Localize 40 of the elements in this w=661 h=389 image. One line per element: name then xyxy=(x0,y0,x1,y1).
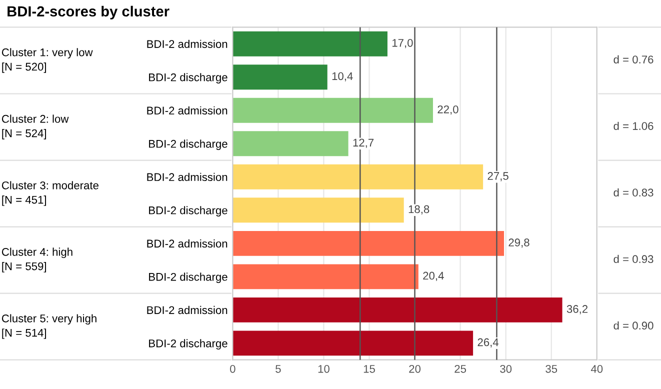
y-tick-label: BDI-2 discharge xyxy=(149,339,228,350)
text: d = 1.06 xyxy=(614,122,654,130)
y-tick-label: BDI-2 discharge xyxy=(149,140,228,150)
x-tick-label: 5 xyxy=(276,365,281,373)
y-tick-label: BDI-2 discharge xyxy=(149,272,228,284)
y-tick-label: BDI-2 discharge xyxy=(149,73,228,84)
y-tick-label: BDI-2 admission xyxy=(147,306,228,314)
data-label: 17,0 xyxy=(392,38,413,48)
data-label: 10,4 xyxy=(332,72,353,82)
text: Cluster 4: high [N = 559] xyxy=(2,248,72,272)
data-label: 29,8 xyxy=(508,238,530,248)
text: d = 0.93 xyxy=(614,254,654,264)
x-tick-label: 35 xyxy=(546,364,558,373)
y-tick-label: BDI-2 discharge xyxy=(149,206,228,216)
x-tick-label: 25 xyxy=(454,364,466,373)
x-tick-label: 20 xyxy=(409,364,421,373)
y-tick-label: BDI-2 admission xyxy=(147,106,228,115)
y-tick-label: BDI-2 admission xyxy=(147,40,228,48)
x-tick-label: 0 xyxy=(230,364,236,373)
data-label: 27,5 xyxy=(488,172,508,182)
text: Cluster 5: very high [N = 514] xyxy=(2,314,96,339)
x-tick-label: 10 xyxy=(318,364,330,373)
text: Cluster 3: moderate [N = 451] xyxy=(2,181,98,206)
text: d = 0.90 xyxy=(614,321,654,330)
text: BDI-2-scores by cluster xyxy=(8,6,170,20)
x-tick-label: 15 xyxy=(364,365,375,373)
text: Cluster 1: very low [N = 520] xyxy=(2,48,93,73)
data-label: 18,8 xyxy=(408,205,430,214)
data-label: 12,7 xyxy=(353,138,374,148)
x-tick-label: 40 xyxy=(590,364,603,373)
data-label: 26,4 xyxy=(478,338,499,348)
y-tick-label: BDI-2 admission xyxy=(147,172,228,182)
text: d = 0.83 xyxy=(614,188,654,197)
data-label: 20,4 xyxy=(423,272,444,281)
text: Cluster 2: low [N = 524] xyxy=(2,114,69,140)
data-label: 22,0 xyxy=(438,105,458,115)
y-tick-label: BDI-2 admission xyxy=(147,239,228,248)
data-label: 36,2 xyxy=(566,305,588,314)
text: d = 0.76 xyxy=(614,55,654,64)
x-tick-label: 30 xyxy=(500,364,512,373)
